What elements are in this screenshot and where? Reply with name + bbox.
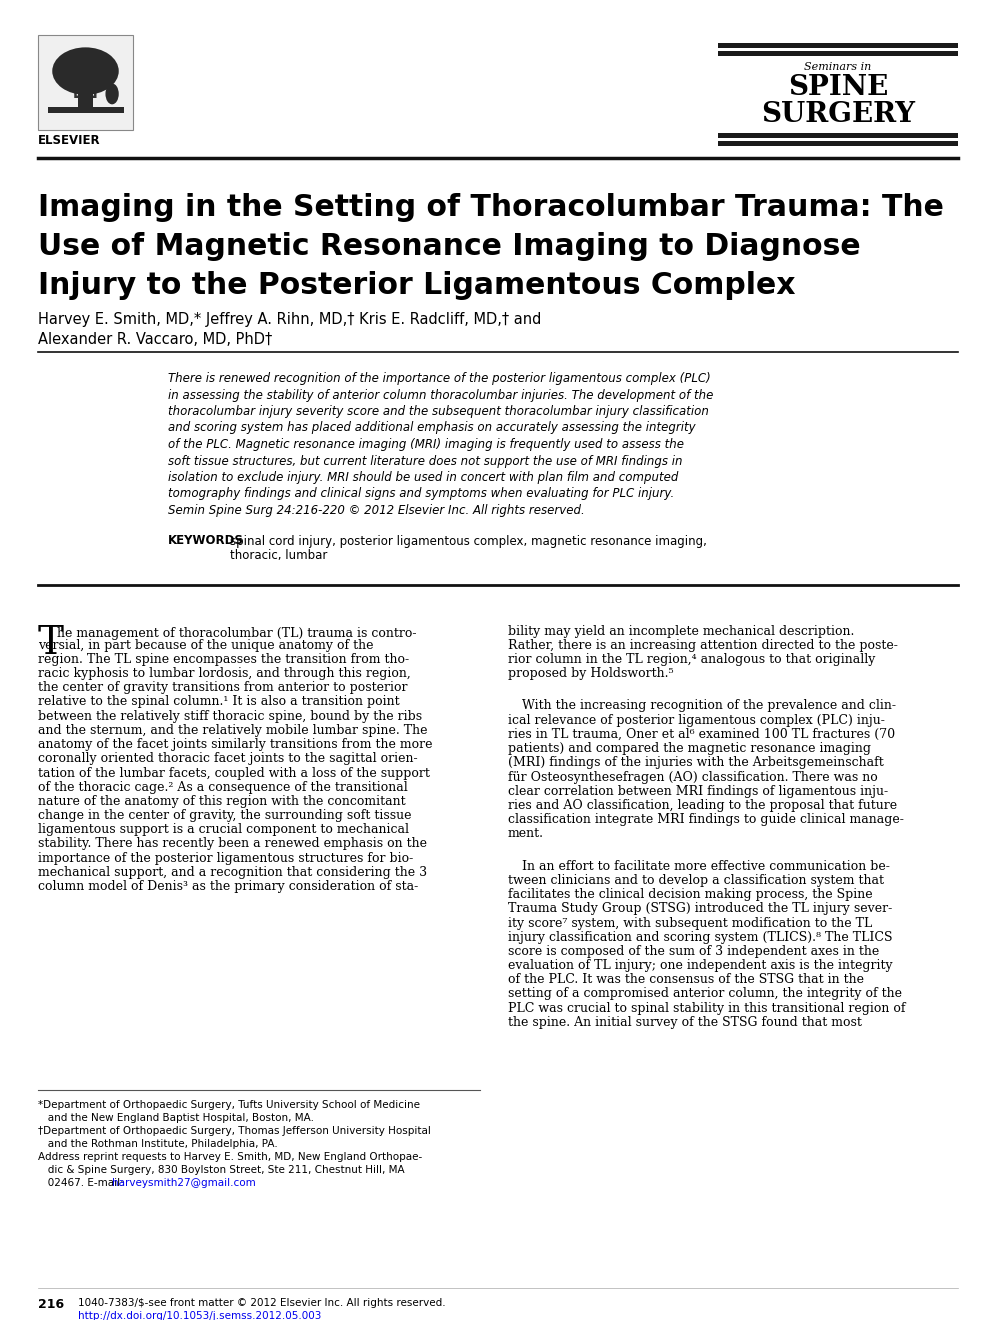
- Text: dic & Spine Surgery, 830 Boylston Street, Ste 211, Chestnut Hill, MA: dic & Spine Surgery, 830 Boylston Street…: [38, 1166, 405, 1175]
- Text: bility may yield an incomplete mechanical description.: bility may yield an incomplete mechanica…: [508, 624, 854, 638]
- Text: Seminars in: Seminars in: [804, 62, 871, 73]
- Text: ELSEVIER
LOGO: ELSEVIER LOGO: [69, 77, 102, 88]
- Text: evaluation of TL injury; one independent axis is the integrity: evaluation of TL injury; one independent…: [508, 960, 893, 972]
- Text: and scoring system has placed additional emphasis on accurately assessing the in: and scoring system has placed additional…: [168, 421, 696, 434]
- Text: region. The TL spine encompasses the transition from tho-: region. The TL spine encompasses the tra…: [38, 653, 409, 665]
- Text: 1040-7383/$-see front matter © 2012 Elsevier Inc. All rights reserved.: 1040-7383/$-see front matter © 2012 Else…: [78, 1298, 446, 1308]
- Text: in assessing the stability of anterior column thoracolumbar injuries. The develo: in assessing the stability of anterior c…: [168, 388, 714, 401]
- Text: of the PLC. It was the consensus of the STSG that in the: of the PLC. It was the consensus of the …: [508, 973, 864, 986]
- Bar: [718, 133, 958, 139]
- Text: tween clinicians and to develop a classification system that: tween clinicians and to develop a classi…: [508, 874, 884, 887]
- Text: proposed by Holdsworth.⁵: proposed by Holdsworth.⁵: [508, 667, 673, 680]
- Text: für Osteosynthesefragen (AO) classification. There was no: für Osteosynthesefragen (AO) classificat…: [508, 771, 878, 784]
- Text: There is renewed recognition of the importance of the posterior ligamentous comp: There is renewed recognition of the impo…: [168, 372, 711, 385]
- Text: SPINE: SPINE: [788, 74, 888, 102]
- Text: rior column in the TL region,⁴ analogous to that originally: rior column in the TL region,⁴ analogous…: [508, 653, 875, 665]
- Text: relative to the spinal column.¹ It is also a transition point: relative to the spinal column.¹ It is al…: [38, 696, 400, 709]
- Text: between the relatively stiff thoracic spine, bound by the ribs: between the relatively stiff thoracic sp…: [38, 710, 422, 723]
- Text: *Department of Orthopaedic Surgery, Tufts University School of Medicine: *Department of Orthopaedic Surgery, Tuft…: [38, 1100, 420, 1110]
- Text: http://dx.doi.org/10.1053/j.semss.2012.05.003: http://dx.doi.org/10.1053/j.semss.2012.0…: [78, 1311, 322, 1320]
- Text: Trauma Study Group (STSG) introduced the TL injury sever-: Trauma Study Group (STSG) introduced the…: [508, 903, 892, 915]
- Text: thoracic, lumbar: thoracic, lumbar: [230, 549, 328, 562]
- Text: classification integrate MRI findings to guide clinical manage-: classification integrate MRI findings to…: [508, 813, 904, 826]
- Text: Imaging in the Setting of Thoracolumbar Trauma: The: Imaging in the Setting of Thoracolumbar …: [38, 193, 943, 222]
- Text: and the sternum, and the relatively mobile lumbar spine. The: and the sternum, and the relatively mobi…: [38, 723, 428, 737]
- Text: coronally oriented thoracic facet joints to the sagittal orien-: coronally oriented thoracic facet joints…: [38, 752, 418, 766]
- Text: 216: 216: [38, 1298, 64, 1311]
- Text: tation of the lumbar facets, coupled with a loss of the support: tation of the lumbar facets, coupled wit…: [38, 767, 430, 780]
- Text: injury classification and scoring system (TLICS).⁸ The TLICS: injury classification and scoring system…: [508, 931, 893, 944]
- Text: patients) and compared the magnetic resonance imaging: patients) and compared the magnetic reso…: [508, 742, 871, 755]
- Ellipse shape: [52, 48, 119, 95]
- Text: the spine. An initial survey of the STSG found that most: the spine. An initial survey of the STSG…: [508, 1016, 862, 1028]
- Bar: [718, 44, 958, 48]
- Text: tomography findings and clinical signs and symptoms when evaluating for PLC inju: tomography findings and clinical signs a…: [168, 487, 674, 500]
- Text: soft tissue structures, but current literature does not support the use of MRI f: soft tissue structures, but current lite…: [168, 454, 682, 467]
- Text: ity score⁷ system, with subsequent modification to the TL: ity score⁷ system, with subsequent modif…: [508, 916, 872, 929]
- Text: facilitates the clinical decision making process, the Spine: facilitates the clinical decision making…: [508, 888, 872, 902]
- Ellipse shape: [106, 83, 119, 104]
- Bar: [718, 51, 958, 55]
- Text: Semin Spine Surg 24:216-220 © 2012 Elsevier Inc. All rights reserved.: Semin Spine Surg 24:216-220 © 2012 Elsev…: [168, 504, 585, 517]
- FancyBboxPatch shape: [38, 36, 133, 129]
- Text: (MRI) findings of the injuries with the Arbeitsgemeinschaft: (MRI) findings of the injuries with the …: [508, 756, 884, 770]
- Text: PLC was crucial to spinal stability in this transitional region of: PLC was crucial to spinal stability in t…: [508, 1002, 906, 1015]
- Text: he management of thoracolumbar (TL) trauma is contro-: he management of thoracolumbar (TL) trau…: [57, 627, 417, 639]
- Text: ical relevance of posterior ligamentous complex (PLC) inju-: ical relevance of posterior ligamentous …: [508, 714, 885, 727]
- Text: Use of Magnetic Resonance Imaging to Diagnose: Use of Magnetic Resonance Imaging to Dia…: [38, 232, 860, 261]
- Text: stability. There has recently been a renewed emphasis on the: stability. There has recently been a ren…: [38, 837, 427, 850]
- Text: nature of the anatomy of this region with the concomitant: nature of the anatomy of this region wit…: [38, 795, 406, 808]
- Text: versial, in part because of the unique anatomy of the: versial, in part because of the unique a…: [38, 639, 373, 652]
- Text: of the PLC. Magnetic resonance imaging (MRI) imaging is frequently used to asses: of the PLC. Magnetic resonance imaging (…: [168, 438, 684, 451]
- Text: 02467. E-mail:: 02467. E-mail:: [38, 1177, 127, 1188]
- Bar: [78, 82, 93, 110]
- Text: score is composed of the sum of 3 independent axes in the: score is composed of the sum of 3 indepe…: [508, 945, 879, 958]
- Text: Address reprint requests to Harvey E. Smith, MD, New England Orthopae-: Address reprint requests to Harvey E. Sm…: [38, 1152, 423, 1162]
- Text: 🌳: 🌳: [71, 55, 98, 99]
- Text: ELSEVIER: ELSEVIER: [38, 135, 101, 147]
- Text: ment.: ment.: [508, 828, 544, 841]
- Text: Harvey E. Smith, MD,* Jeffrey A. Rihn, MD,† Kris E. Radcliff, MD,† and: Harvey E. Smith, MD,* Jeffrey A. Rihn, M…: [38, 312, 542, 327]
- Text: importance of the posterior ligamentous structures for bio-: importance of the posterior ligamentous …: [38, 851, 413, 865]
- Text: harveysmith27@gmail.com: harveysmith27@gmail.com: [112, 1177, 255, 1188]
- Text: clear correlation between MRI findings of ligamentous inju-: clear correlation between MRI findings o…: [508, 784, 888, 797]
- Bar: [38, 36, 133, 129]
- Text: With the increasing recognition of the prevalence and clin-: With the increasing recognition of the p…: [522, 700, 896, 713]
- Text: spinal cord injury, posterior ligamentous complex, magnetic resonance imaging,: spinal cord injury, posterior ligamentou…: [230, 535, 707, 548]
- Text: Injury to the Posterior Ligamentous Complex: Injury to the Posterior Ligamentous Comp…: [38, 271, 796, 300]
- Text: change in the center of gravity, the surrounding soft tissue: change in the center of gravity, the sur…: [38, 809, 412, 822]
- Text: KEYWORDS: KEYWORDS: [168, 535, 244, 548]
- Text: Rather, there is an increasing attention directed to the poste-: Rather, there is an increasing attention…: [508, 639, 898, 652]
- Text: column model of Denis³ as the primary consideration of sta-: column model of Denis³ as the primary co…: [38, 880, 418, 894]
- Text: the center of gravity transitions from anterior to posterior: the center of gravity transitions from a…: [38, 681, 408, 694]
- Text: setting of a compromised anterior column, the integrity of the: setting of a compromised anterior column…: [508, 987, 902, 1001]
- Text: SURGERY: SURGERY: [761, 102, 915, 128]
- Text: ligamentous support is a crucial component to mechanical: ligamentous support is a crucial compone…: [38, 824, 409, 837]
- Text: thoracolumbar injury severity score and the subsequent thoracolumbar injury clas: thoracolumbar injury severity score and …: [168, 405, 709, 418]
- Text: racic kyphosis to lumbar lordosis, and through this region,: racic kyphosis to lumbar lordosis, and t…: [38, 667, 411, 680]
- Text: mechanical support, and a recognition that considering the 3: mechanical support, and a recognition th…: [38, 866, 427, 879]
- Text: In an effort to facilitate more effective communication be-: In an effort to facilitate more effectiv…: [522, 859, 890, 873]
- Bar: [48, 107, 124, 114]
- Text: T: T: [38, 624, 64, 661]
- Text: ries in TL trauma, Oner et al⁶ examined 100 TL fractures (70: ries in TL trauma, Oner et al⁶ examined …: [508, 727, 895, 741]
- Text: isolation to exclude injury. MRI should be used in concert with plan film and co: isolation to exclude injury. MRI should …: [168, 471, 678, 484]
- Text: Alexander R. Vaccaro, MD, PhD†: Alexander R. Vaccaro, MD, PhD†: [38, 333, 272, 347]
- Text: and the New England Baptist Hospital, Boston, MA.: and the New England Baptist Hospital, Bo…: [38, 1113, 314, 1123]
- Text: anatomy of the facet joints similarly transitions from the more: anatomy of the facet joints similarly tr…: [38, 738, 433, 751]
- Text: of the thoracic cage.² As a consequence of the transitional: of the thoracic cage.² As a consequence …: [38, 780, 408, 793]
- Text: and the Rothman Institute, Philadelphia, PA.: and the Rothman Institute, Philadelphia,…: [38, 1139, 278, 1148]
- Text: †Department of Orthopaedic Surgery, Thomas Jefferson University Hospital: †Department of Orthopaedic Surgery, Thom…: [38, 1126, 431, 1137]
- Bar: [718, 141, 958, 147]
- Text: ries and AO classification, leading to the proposal that future: ries and AO classification, leading to t…: [508, 799, 897, 812]
